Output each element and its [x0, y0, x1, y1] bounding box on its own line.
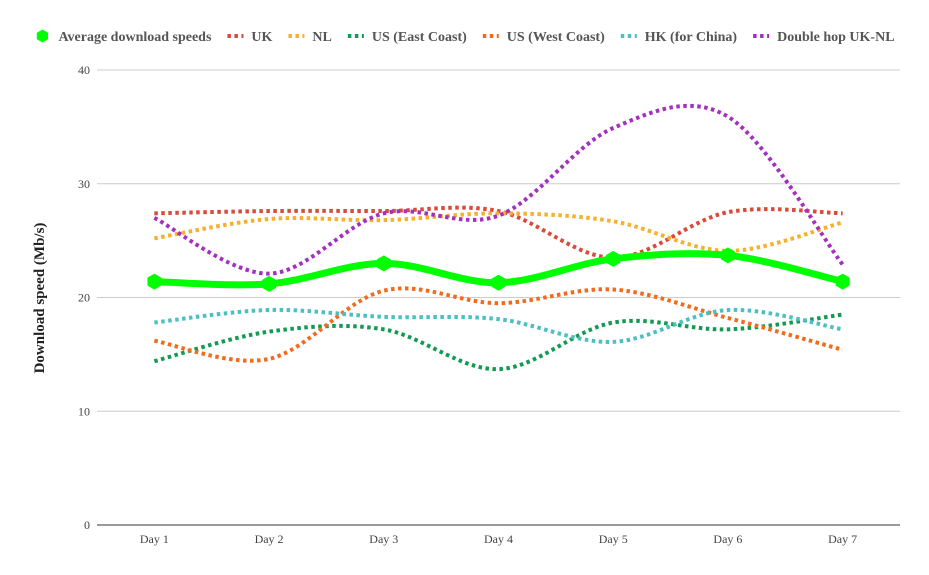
- x-tick-label: Day 5: [599, 532, 628, 546]
- series-line-us-east-coast: [153, 312, 843, 372]
- legend-item-double-hop-uk-nl[interactable]: Double hop UK-NL: [753, 30, 895, 45]
- x-tick-label: Day 3: [369, 532, 398, 546]
- legend-item-us-east-coast[interactable]: US (East Coast): [347, 30, 467, 45]
- x-tick-label: Day 6: [713, 532, 742, 546]
- legend-label: UK: [251, 30, 272, 45]
- legend-label: HK (for China): [645, 30, 738, 45]
- y-tick-label: 10: [78, 404, 90, 418]
- legend-label: Average download speeds: [58, 30, 212, 45]
- legend-item-nl[interactable]: NL: [288, 30, 332, 45]
- data-point-average-download-speeds: [147, 273, 162, 290]
- x-tick-label: Day 7: [828, 532, 857, 546]
- legend-label: US (East Coast): [372, 30, 467, 45]
- data-point-average-download-speeds: [262, 275, 276, 292]
- x-tick-label: Day 2: [255, 532, 284, 546]
- y-tick-label: 40: [78, 63, 90, 77]
- series-line-double-hop-uk-nl: [153, 103, 845, 276]
- series-markers: [147, 247, 850, 292]
- y-tick-label: 20: [78, 291, 90, 305]
- legend: Average download speeds UK NL US (East Coas…: [36, 29, 895, 46]
- y-tick-label: 30: [78, 177, 90, 191]
- x-axis-ticks: Day 1 Day 2 Day 3 Day 4 Day 5 Day 6 Day 7: [140, 532, 857, 546]
- data-point-average-download-speeds: [721, 247, 735, 264]
- data-point-average-download-speeds: [491, 274, 506, 291]
- legend-marker: [36, 29, 49, 43]
- legend-label: NL: [312, 30, 331, 45]
- series-line-nl: [154, 211, 844, 253]
- series-line-us-west-coast: [153, 286, 844, 363]
- y-axis-ticks: 0 10 20 30 40: [78, 63, 90, 532]
- legend-item-hk-for-china[interactable]: HK (for China): [620, 30, 738, 45]
- legend-label: US (West Coast): [507, 30, 605, 45]
- series-line-uk: [154, 205, 843, 260]
- gridlines: [97, 69, 900, 526]
- data-point-average-download-speeds: [376, 255, 391, 272]
- x-tick-label: Day 4: [484, 532, 513, 546]
- legend-item-us-west-coast[interactable]: US (West Coast): [482, 30, 605, 45]
- y-tick-label: 0: [84, 518, 90, 532]
- series-line-hk-for-china: [154, 307, 843, 344]
- series-lines: [150, 103, 847, 372]
- legend-label: Double hop UK-NL: [777, 30, 894, 45]
- legend-item-uk[interactable]: UK: [227, 30, 273, 45]
- data-point-average-download-speeds: [835, 273, 850, 290]
- legend-item-average-download-speeds[interactable]: Average download speeds: [36, 29, 212, 46]
- data-point-average-download-speeds: [606, 250, 621, 267]
- x-tick-label: Day 1: [140, 532, 169, 546]
- y-axis-title: Download speed (Mb/s): [32, 223, 48, 374]
